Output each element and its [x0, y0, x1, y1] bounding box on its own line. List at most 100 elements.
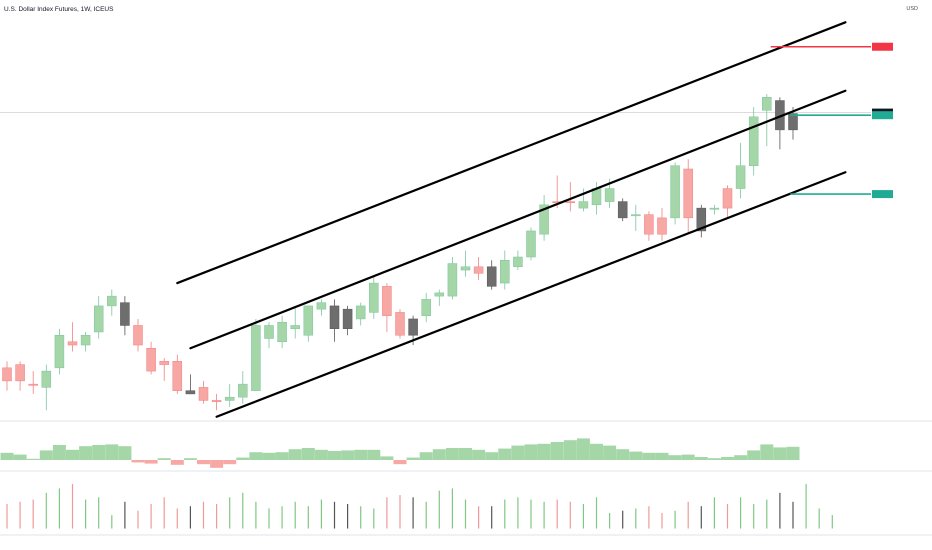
channel-line-middle	[189, 89, 847, 350]
candle	[775, 97, 785, 150]
candle-body	[316, 302, 327, 310]
oscillator-bar	[92, 445, 106, 460]
candle-body	[342, 308, 353, 329]
candle	[67, 322, 78, 352]
oscillator-bar	[393, 460, 407, 465]
candle-body	[486, 266, 497, 287]
candle	[185, 374, 196, 395]
currency-label: USD	[906, 6, 918, 12]
candle	[670, 162, 680, 225]
oscillator-bar	[210, 460, 224, 468]
candle	[421, 292, 431, 323]
oscillator-bar	[760, 444, 774, 460]
oscillator-bar	[367, 449, 381, 460]
candle	[342, 305, 353, 336]
oscillator-bar	[328, 451, 341, 460]
candle-body	[722, 188, 733, 209]
oscillator-bar	[459, 448, 472, 460]
candle-body	[513, 256, 523, 268]
candle-body	[500, 260, 510, 284]
candle	[369, 276, 379, 319]
volume-pane[interactable]	[6, 483, 833, 529]
oscillator-bar	[445, 448, 459, 460]
candle	[251, 318, 261, 391]
oscillator-bar	[0, 452, 14, 460]
oscillator-bar	[485, 452, 499, 460]
candle	[93, 296, 104, 339]
candle-body	[107, 295, 117, 307]
candle	[434, 289, 445, 306]
oscillator-bar	[642, 452, 656, 460]
candle	[303, 305, 314, 342]
oscillator-pane[interactable]	[0, 438, 800, 468]
candle	[224, 384, 235, 407]
candle-body	[15, 364, 25, 382]
candle-body	[473, 266, 484, 274]
candle	[657, 208, 667, 241]
candle	[617, 198, 628, 222]
candle	[290, 305, 300, 339]
oscillator-bar	[721, 457, 734, 460]
candle-body	[421, 299, 431, 316]
oscillator-bar	[314, 449, 328, 460]
oscillator-bar	[354, 449, 368, 460]
channel-line-upper	[176, 21, 847, 285]
candle	[172, 354, 183, 394]
oscillator-bar	[668, 455, 682, 460]
candle	[460, 250, 471, 277]
candle	[2, 361, 12, 391]
oscillator-bar	[524, 444, 538, 460]
oscillator-bar	[498, 448, 512, 460]
oscillator-bar	[144, 460, 158, 464]
candle-body	[526, 230, 536, 258]
candle-body	[696, 207, 707, 232]
candle-body	[369, 282, 379, 313]
candle	[316, 299, 327, 316]
candle-body	[788, 113, 798, 131]
candle-body	[578, 201, 589, 209]
candle	[264, 322, 274, 349]
candle	[382, 283, 392, 332]
candle-body	[2, 367, 12, 382]
candle	[146, 341, 156, 375]
candle-body	[762, 97, 772, 111]
oscillator-bar	[616, 449, 630, 460]
candle	[683, 159, 693, 235]
candle	[54, 328, 65, 375]
candle	[513, 250, 523, 271]
oscillator-bar	[694, 457, 708, 460]
candle-body	[644, 214, 654, 235]
oscillator-bar	[301, 448, 315, 460]
candle	[762, 94, 772, 147]
candle	[211, 393, 222, 411]
oscillator-bar	[197, 460, 210, 465]
candle-body	[211, 400, 222, 402]
candle-body	[238, 383, 248, 398]
candle-body	[670, 165, 680, 219]
oscillator-bar	[603, 445, 617, 460]
candle-body	[303, 305, 314, 336]
oscillator-bar	[773, 447, 787, 460]
candle-body	[54, 334, 65, 369]
candle	[133, 318, 143, 352]
oscillator-bar	[707, 458, 721, 460]
candle-body	[120, 302, 130, 326]
candle-body	[631, 214, 641, 217]
oscillator-bar	[66, 449, 79, 460]
oscillator-bar	[432, 449, 446, 460]
channel-line-lower	[215, 171, 847, 418]
candle-body	[146, 348, 156, 372]
price-tag	[872, 111, 893, 120]
oscillator-bar	[655, 452, 669, 460]
candle	[159, 358, 169, 381]
candle-body	[683, 168, 693, 219]
candle	[238, 371, 248, 404]
oscillator-bar	[629, 451, 643, 460]
candle	[28, 371, 38, 394]
price-pane[interactable]	[0, 21, 932, 536]
candle	[395, 309, 405, 339]
oscillator-bar	[26, 458, 40, 460]
candle-body	[395, 312, 405, 336]
candle	[80, 331, 91, 352]
